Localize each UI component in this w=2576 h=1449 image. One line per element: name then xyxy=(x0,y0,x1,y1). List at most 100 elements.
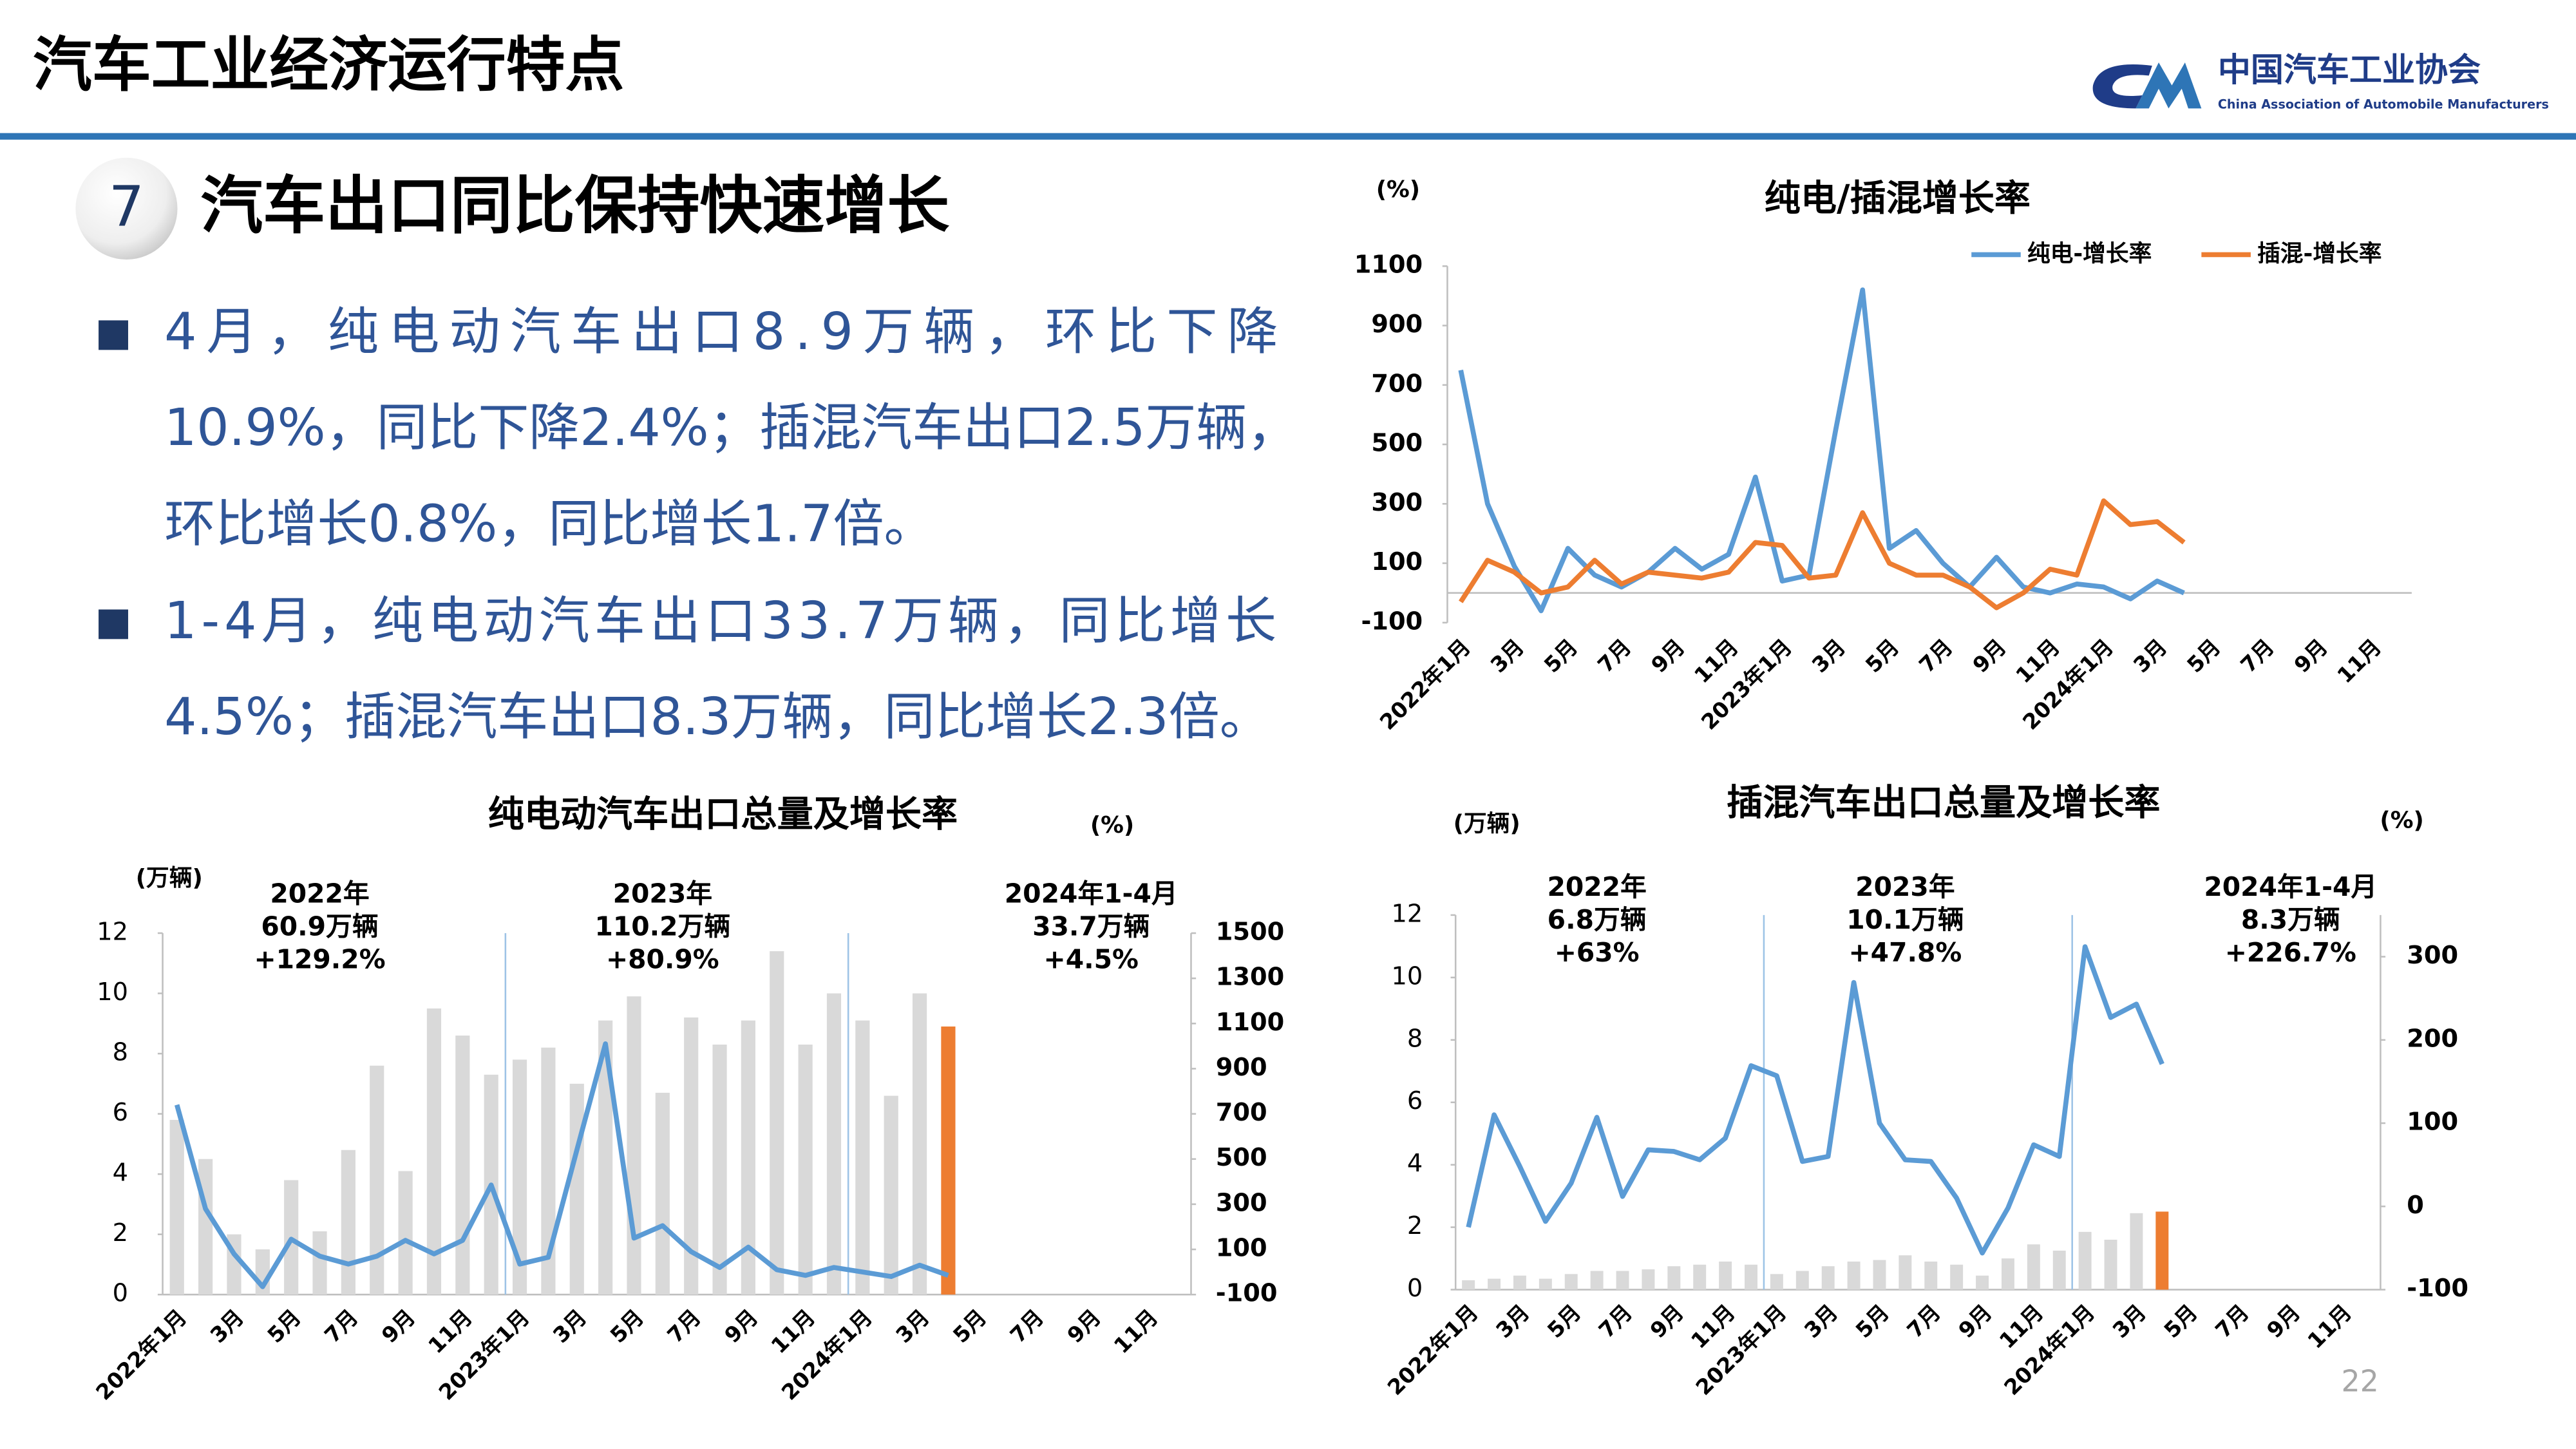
header-rule xyxy=(0,133,2576,140)
annotation: 33.7万辆 xyxy=(1032,911,1150,942)
annotation: 110.2万辆 xyxy=(595,911,731,942)
chart-title: 纯电动汽车出口总量及增长率 xyxy=(488,793,958,835)
annotation: +4.5% xyxy=(1044,943,1139,974)
y2-tick-label: 1500 xyxy=(1216,917,1284,946)
y-tick-label: 12 xyxy=(1392,899,1423,928)
bar xyxy=(455,1035,470,1295)
bar xyxy=(1821,1266,1835,1290)
y-tick-label: 500 xyxy=(1371,429,1423,458)
bullet-marker xyxy=(99,320,128,350)
bar xyxy=(2155,1211,2169,1290)
y2-tick-label: 1100 xyxy=(1216,1008,1284,1037)
bar xyxy=(1719,1261,1732,1290)
bar xyxy=(684,1017,699,1295)
bar xyxy=(370,1065,384,1295)
bar xyxy=(855,1020,870,1295)
y2-tick-label: 300 xyxy=(2407,941,2458,970)
annotation: 2023年 xyxy=(1855,871,1955,902)
bar xyxy=(1488,1278,1501,1290)
bar xyxy=(1770,1274,1783,1290)
section-number: 7 xyxy=(109,174,144,239)
annotation: 2024年1-4月 xyxy=(1005,878,1178,909)
bar xyxy=(2104,1239,2117,1290)
bar xyxy=(398,1171,413,1295)
logo-mark xyxy=(2092,62,2202,109)
annotation: +80.9% xyxy=(606,943,719,974)
bullet-text: 10.9%，同比下降2.4%；插混汽车出口2.5万辆， xyxy=(164,398,1298,457)
y2-tick-label: 100 xyxy=(2407,1108,2458,1137)
annotation: 2022年 xyxy=(1547,871,1646,902)
y2-tick-label: 0 xyxy=(2407,1191,2424,1220)
y-tick-label: 2 xyxy=(113,1218,128,1247)
y-tick-label: 2 xyxy=(1407,1211,1423,1240)
bar xyxy=(1616,1271,1629,1290)
y2-tick-label: 900 xyxy=(1216,1053,1267,1082)
bar xyxy=(198,1159,213,1295)
bar xyxy=(598,1020,613,1295)
bar xyxy=(1745,1264,1757,1290)
y2-tick-label: 200 xyxy=(2407,1024,2458,1053)
annotation: +226.7% xyxy=(2225,937,2356,968)
y-tick-label: 900 xyxy=(1371,310,1423,339)
bar xyxy=(341,1150,355,1295)
bar xyxy=(512,1059,527,1295)
org-name: 中国汽车工业协会 xyxy=(2218,52,2481,90)
y-tick-label: 12 xyxy=(97,917,128,946)
bar xyxy=(627,996,641,1295)
y2-tick-label: -100 xyxy=(1216,1279,1278,1308)
bar xyxy=(1539,1278,1552,1290)
y-tick-label: 100 xyxy=(1371,547,1423,576)
y2-tick-label: 700 xyxy=(1216,1098,1267,1127)
line-series xyxy=(175,1041,949,1289)
page-number: 22 xyxy=(2341,1363,2378,1398)
y-tick-label: 300 xyxy=(1371,488,1423,517)
bar xyxy=(1564,1274,1578,1290)
legend-label: 纯电-增长率 xyxy=(2027,240,2152,267)
y-axis-label: (%) xyxy=(1376,176,1420,203)
y2-axis-label: (%) xyxy=(1090,812,1134,838)
annotation: 60.9万辆 xyxy=(261,911,378,942)
bar xyxy=(884,1095,898,1295)
bar xyxy=(1899,1255,1912,1290)
bar xyxy=(1693,1264,1707,1290)
y-tick-label: 1100 xyxy=(1354,251,1423,279)
bar xyxy=(1873,1260,1886,1290)
annotation: 10.1万辆 xyxy=(1846,904,1964,935)
bar xyxy=(941,1026,956,1295)
y2-axis-label: (%) xyxy=(2380,808,2423,834)
bar xyxy=(2001,1258,2014,1290)
y2-tick-label: 1300 xyxy=(1216,963,1284,992)
bar xyxy=(426,1008,442,1295)
bar xyxy=(541,1047,556,1295)
bullet-text: 1-4月，纯电动汽车出口33.7万辆，同比增长 xyxy=(164,591,1276,650)
org-name-en: China Association of Automobile Manufact… xyxy=(2218,97,2549,112)
y2-tick-label: 300 xyxy=(1216,1188,1267,1217)
bar xyxy=(912,993,927,1295)
y-axis-label: (万辆) xyxy=(136,865,203,891)
section-heading: 汽车出口同比保持快速增长 xyxy=(200,169,949,242)
y-tick-label: 4 xyxy=(113,1159,128,1188)
bullet-text: 环比增长0.8%，同比增长1.7倍。 xyxy=(164,494,935,553)
y-tick-label: 0 xyxy=(1407,1274,1423,1303)
annotation: +63% xyxy=(1555,937,1640,968)
line-series xyxy=(1466,944,2164,1256)
y2-tick-label: -100 xyxy=(2407,1274,2468,1303)
y-tick-label: 0 xyxy=(113,1279,128,1308)
y-tick-label: 8 xyxy=(113,1038,128,1067)
y-tick-label: 8 xyxy=(1407,1024,1423,1053)
bar xyxy=(770,951,784,1295)
section-badge xyxy=(75,157,178,260)
page-title: 汽车工业经济运行特点 xyxy=(33,31,624,100)
y-tick-label: 700 xyxy=(1371,369,1423,398)
bar xyxy=(1950,1264,1964,1290)
chart-title: 插混汽车出口总量及增长率 xyxy=(1727,782,2160,824)
bar xyxy=(1847,1261,1861,1290)
y-tick-label: 10 xyxy=(1392,961,1423,990)
bar xyxy=(1642,1269,1655,1290)
chart-title: 纯电/插混增长率 xyxy=(1765,178,2031,220)
y-tick-label: 6 xyxy=(113,1098,128,1127)
y-tick-label: 4 xyxy=(1407,1149,1423,1178)
y2-tick-label: 100 xyxy=(1216,1234,1267,1263)
bar xyxy=(826,993,842,1295)
